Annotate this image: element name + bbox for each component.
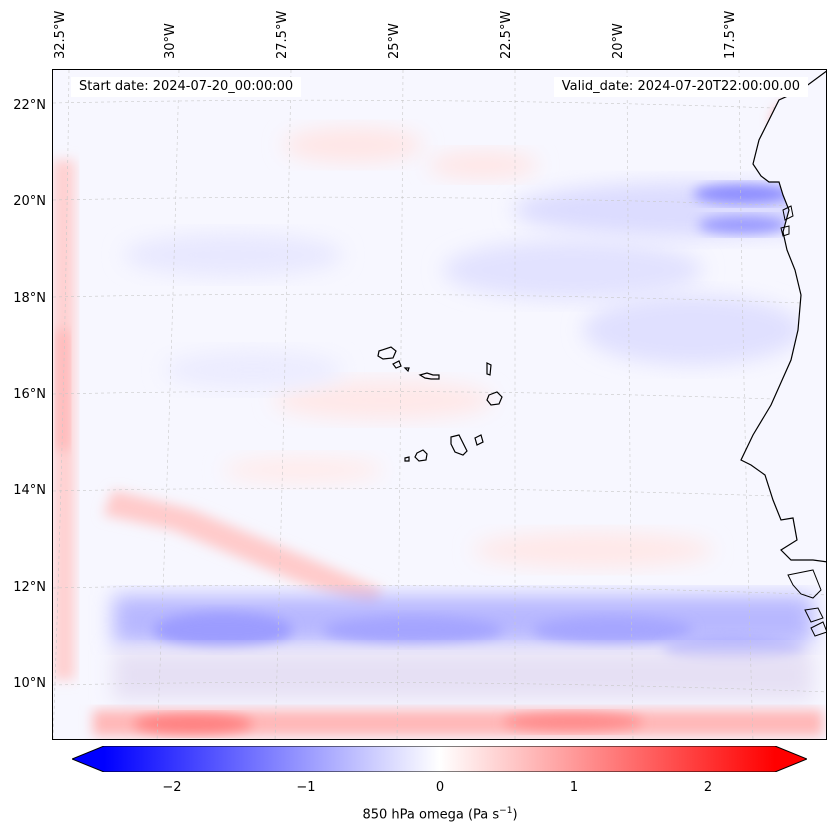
blue-band-core [533, 616, 693, 644]
red-patch [273, 380, 493, 420]
blue-band-core [153, 612, 293, 648]
colorbar-label-exponent: −1 [499, 806, 513, 816]
coastline-detail [782, 205, 794, 221]
island-sal [486, 362, 492, 376]
island-sao-vicente [392, 360, 402, 369]
mixed-band [113, 650, 813, 700]
red-patch [283, 127, 423, 163]
lon-label-25w: 25°W [387, 23, 402, 59]
lat-label-12n: 12°N [13, 580, 46, 595]
island-boa-vista [486, 391, 503, 406]
lon-label-27-5w: 27.5°W [275, 10, 290, 59]
colorbar-tick: 1 [569, 780, 579, 795]
island-santo-antao [377, 346, 397, 360]
coastline-detail [810, 621, 826, 637]
colorbar-label-suffix: ) [512, 807, 518, 823]
lon-label-20w: 20°W [611, 23, 626, 59]
colorbar-tick: −1 [296, 780, 316, 795]
lat-label-16n: 16°N [13, 387, 46, 402]
lon-label-30w: 30°W [163, 23, 178, 59]
island-maio [474, 434, 484, 446]
island-sao-nicolau [418, 372, 440, 380]
colorbar-tick: 0 [435, 780, 445, 795]
cape-verde-islands [377, 346, 503, 462]
red-patch [473, 532, 713, 568]
colorbar-extend-left [72, 746, 104, 772]
colorbar-label-prefix: 850 hPa omega (Pa s [362, 807, 500, 823]
blue-patch [123, 233, 343, 277]
omega-anomalies [53, 100, 826, 736]
red-patch [223, 456, 383, 484]
island-santiago [450, 434, 468, 456]
lat-label-20n: 20°N [13, 194, 46, 209]
red-patch [428, 151, 538, 179]
colorbar-label: 850 hPa omega (Pa s−1) [0, 806, 837, 822]
left-edge-red-core [57, 330, 69, 450]
lat-label-14n: 14°N [13, 483, 46, 498]
lon-label-32-5w: 32.5°W [53, 10, 68, 59]
red-band-core [503, 713, 643, 731]
blue-patch [583, 295, 803, 365]
lon-label-17-5w: 17.5°W [723, 10, 738, 59]
diagonal-red-band [103, 490, 383, 610]
colorbar-tick: 2 [703, 780, 713, 795]
lon-label-22-5w: 22.5°W [499, 10, 514, 59]
blue-patch [443, 240, 703, 300]
island-fogo [414, 449, 428, 462]
island-brava [404, 456, 410, 462]
omega-colorbar [72, 746, 807, 772]
coastline-detail [787, 569, 822, 599]
colorbar-gradient [104, 746, 775, 772]
omega-field-svg [53, 70, 826, 739]
start-date-label: Start date: 2024-07-20_00:00:00 [71, 77, 302, 97]
blue-patch [163, 350, 343, 390]
blue-core [693, 184, 793, 204]
lat-label-10n: 10°N [13, 676, 46, 691]
coastline-detail [780, 225, 790, 237]
lat-label-18n: 18°N [13, 291, 46, 306]
island-santa-luzia [403, 367, 410, 373]
blue-band-core [323, 616, 503, 644]
colorbar-tick: −2 [162, 780, 182, 795]
graticule [53, 70, 826, 739]
coastline-detail [804, 607, 824, 623]
valid-date-label: Valid_date: 2024-07-20T22:00:00.00 [553, 77, 808, 97]
blue-core [698, 216, 788, 234]
lat-label-22n: 22°N [13, 98, 46, 113]
colorbar-extend-right [775, 746, 807, 772]
red-band-core [133, 714, 253, 734]
omega-map: Start date: 2024-07-20_00:00:00 Valid_da… [52, 69, 827, 740]
africa-coastline [740, 70, 826, 563]
